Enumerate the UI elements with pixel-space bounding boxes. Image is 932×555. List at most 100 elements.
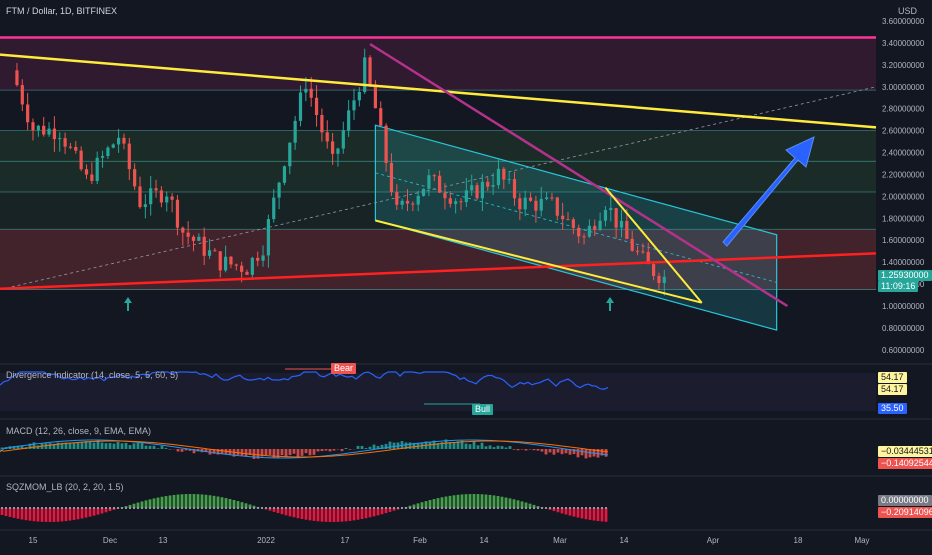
- macd-histogram-bar: [117, 442, 120, 449]
- sqzmom-bar: [305, 508, 308, 520]
- macd-histogram-bar: [153, 446, 156, 449]
- price-tick-label: 1.40000000: [882, 258, 925, 267]
- squeeze-dot: [33, 507, 35, 509]
- squeeze-dot: [269, 507, 271, 509]
- macd-histogram-bar: [161, 446, 164, 449]
- candle-body: [422, 189, 425, 196]
- sqzmom-bar: [313, 508, 316, 521]
- candle-body: [26, 104, 29, 122]
- candle-body: [90, 175, 93, 181]
- squeeze-dot: [577, 507, 579, 509]
- sqzmom-bar: [349, 508, 352, 521]
- sqzmom-bar: [469, 494, 472, 508]
- squeeze-dot: [453, 507, 455, 509]
- squeeze-dot: [381, 507, 383, 509]
- candle-body: [171, 197, 174, 200]
- candle-body: [529, 198, 532, 201]
- candle-body: [358, 92, 361, 100]
- candle-body: [352, 100, 355, 110]
- squeeze-dot: [537, 507, 539, 509]
- squeeze-dot: [525, 507, 527, 509]
- squeeze-dot: [413, 507, 415, 509]
- time-tick-label: Dec: [103, 536, 117, 545]
- candle-body: [443, 193, 446, 199]
- macd-histogram-bar: [265, 449, 268, 455]
- candle-body: [101, 156, 104, 158]
- squeeze-dot: [405, 507, 407, 509]
- squeeze-dot: [205, 507, 207, 509]
- sqzmom-bar: [213, 496, 216, 508]
- sqzmom-bar: [89, 508, 92, 517]
- sqzmom-bar: [289, 508, 292, 516]
- squeeze-dot: [357, 507, 359, 509]
- squeeze-dot: [189, 507, 191, 509]
- macd-histogram-bar: [525, 449, 528, 450]
- candle-body: [320, 115, 323, 132]
- time-tick-label: Feb: [413, 536, 427, 545]
- squeeze-dot: [57, 507, 59, 509]
- squeeze-dot: [105, 507, 107, 509]
- sqzmom-bar: [209, 495, 212, 508]
- sqzmom-bar: [497, 496, 500, 508]
- sqzmom-bar: [453, 495, 456, 508]
- squeeze-dot: [13, 507, 15, 509]
- squeeze-dot: [41, 507, 43, 509]
- time-tick-label: Apr: [707, 536, 720, 545]
- candle-body: [229, 257, 232, 265]
- squeeze-dot: [337, 507, 339, 509]
- macd-histogram-bar: [349, 449, 352, 450]
- candle-body: [31, 122, 34, 130]
- candle-body: [657, 276, 660, 283]
- sqzmom-bar: [489, 495, 492, 508]
- last-price-badge: 1.25930000: [878, 270, 932, 281]
- squeeze-dot: [77, 507, 79, 509]
- sqzmom-bar: [445, 497, 448, 508]
- macd-histogram-bar: [313, 449, 316, 455]
- squeeze-dot: [281, 507, 283, 509]
- sqzmom-bar: [517, 500, 520, 508]
- macd-histogram-bar: [57, 443, 60, 449]
- sqzmom-bar: [61, 508, 64, 521]
- squeeze-dot: [253, 507, 255, 509]
- squeeze-dot: [9, 507, 11, 509]
- macd-histogram-bar: [281, 449, 284, 455]
- candle-body: [336, 149, 339, 154]
- price-tick-label: 2.20000000: [882, 170, 925, 179]
- candle-body: [53, 129, 56, 140]
- squeeze-dot: [53, 507, 55, 509]
- price-tick-label: 1.80000000: [882, 214, 925, 223]
- squeeze-dot: [585, 507, 587, 509]
- candle-body: [545, 197, 548, 199]
- squeeze-dot: [373, 507, 375, 509]
- macd-histogram-bar: [465, 444, 468, 449]
- sqzmom-bar: [589, 508, 592, 520]
- squeeze-dot: [341, 507, 343, 509]
- squeeze-dot: [201, 507, 203, 509]
- squeeze-dot: [473, 507, 475, 509]
- divergence-value-2: 54.17: [878, 384, 907, 395]
- sqzmom-bar: [353, 508, 356, 520]
- sqzmom-bar: [9, 508, 12, 517]
- candle-body: [283, 166, 286, 182]
- macd-histogram-bar: [389, 442, 392, 449]
- sqzmom-bar: [477, 494, 480, 508]
- squeeze-dot: [333, 507, 335, 509]
- candle-body: [577, 228, 580, 237]
- squeeze-dot: [61, 507, 63, 509]
- candle-body: [315, 98, 318, 115]
- macd-histogram-bar: [129, 445, 132, 449]
- candle-body: [475, 185, 478, 198]
- macd-histogram-bar: [549, 449, 552, 452]
- candle-body: [154, 188, 157, 190]
- candle-body: [122, 138, 125, 144]
- squeeze-dot: [69, 507, 71, 509]
- macd-histogram-bar: [285, 449, 288, 457]
- squeeze-dot: [125, 507, 127, 509]
- macd-histogram-bar: [165, 448, 168, 449]
- macd-histogram-bar: [361, 446, 364, 449]
- squeeze-dot: [233, 507, 235, 509]
- macd-histogram-bar: [365, 448, 368, 449]
- candle-body: [138, 186, 141, 207]
- candle-body: [117, 138, 120, 145]
